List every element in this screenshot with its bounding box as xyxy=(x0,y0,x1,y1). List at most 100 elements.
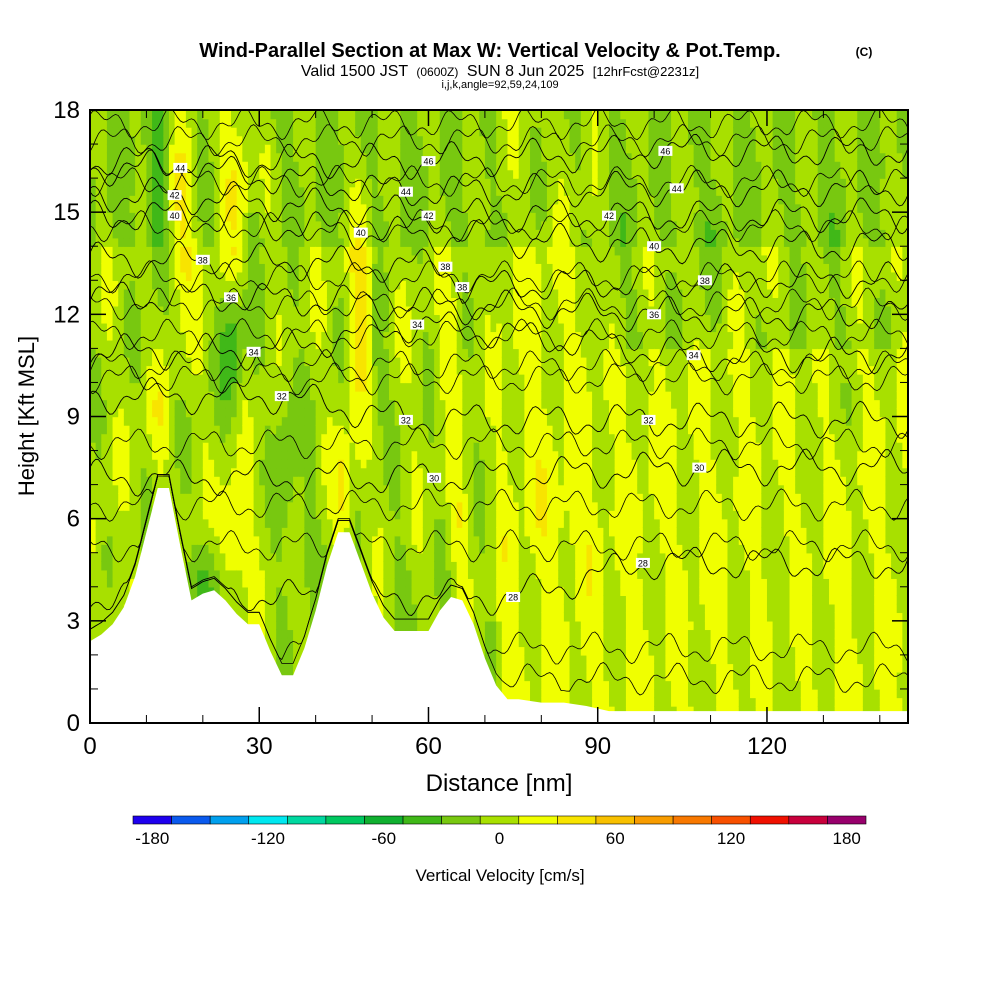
velocity-cell xyxy=(400,246,407,256)
velocity-cell xyxy=(366,348,373,358)
velocity-cell xyxy=(264,535,272,545)
velocity-cell xyxy=(270,254,277,264)
velocity-cell xyxy=(388,356,396,367)
velocity-cell xyxy=(270,135,277,145)
velocity-cell xyxy=(298,399,306,409)
velocity-cell xyxy=(112,484,119,494)
velocity-cell xyxy=(310,365,317,375)
velocity-cell xyxy=(388,595,396,605)
velocity-cell xyxy=(101,280,108,290)
velocity-cell xyxy=(202,561,210,571)
velocity-cell xyxy=(338,373,345,384)
velocity-cell xyxy=(343,331,351,341)
velocity-cell xyxy=(343,416,351,426)
velocity-cell xyxy=(417,510,424,520)
velocity-cell xyxy=(417,603,424,614)
velocity-cell xyxy=(439,365,447,375)
velocity-cell xyxy=(343,339,351,350)
velocity-cell xyxy=(129,476,136,486)
velocity-cell xyxy=(168,144,176,154)
velocity-cell xyxy=(219,237,227,247)
velocity-cell xyxy=(360,433,368,443)
velocity-cell xyxy=(123,382,131,392)
velocity-cell xyxy=(281,518,289,528)
velocity-cell xyxy=(123,322,131,333)
velocity-cell xyxy=(383,144,390,154)
velocity-cell xyxy=(383,220,390,230)
velocity-cell xyxy=(417,229,424,239)
velocity-cell xyxy=(208,390,215,401)
velocity-cell xyxy=(355,152,362,162)
velocity-cell xyxy=(247,569,255,579)
velocity-cell xyxy=(411,237,418,247)
velocity-cell xyxy=(214,263,221,273)
velocity-cell xyxy=(253,586,260,596)
velocity-cell xyxy=(191,322,198,333)
velocity-cell xyxy=(293,407,300,418)
velocity-cell xyxy=(355,365,362,375)
velocity-cell xyxy=(152,356,159,367)
velocity-cell xyxy=(208,459,215,469)
velocity-cell xyxy=(208,501,215,511)
velocity-cell xyxy=(451,535,458,545)
velocity-cell xyxy=(451,450,458,460)
velocity-cell xyxy=(106,399,114,409)
velocity-cell xyxy=(451,493,458,503)
velocity-cell xyxy=(112,152,119,162)
velocity-cell xyxy=(411,152,418,162)
velocity-cell xyxy=(202,246,210,256)
velocity-cell xyxy=(326,331,334,341)
velocity-cell xyxy=(439,510,447,520)
velocity-cell xyxy=(298,518,306,528)
velocity-cell xyxy=(118,467,125,477)
velocity-cell xyxy=(214,331,221,341)
velocity-cell xyxy=(140,501,148,511)
velocity-cell xyxy=(236,195,244,205)
velocity-cell xyxy=(214,416,221,426)
velocity-cell xyxy=(281,348,289,358)
velocity-cell xyxy=(191,425,198,435)
velocity-cell xyxy=(259,127,266,137)
velocity-cell xyxy=(467,561,475,571)
velocity-cell xyxy=(163,144,170,154)
velocity-cell xyxy=(191,314,198,324)
velocity-cell xyxy=(304,518,311,528)
velocity-cell xyxy=(338,186,345,196)
velocity-cell xyxy=(191,280,198,290)
velocity-cell xyxy=(315,390,322,401)
velocity-cell xyxy=(456,586,464,596)
velocity-cell xyxy=(231,561,238,571)
velocity-cell xyxy=(462,135,469,145)
velocity-cell xyxy=(281,161,289,171)
velocity-cell xyxy=(135,416,142,426)
velocity-cell xyxy=(163,399,170,409)
velocity-cell xyxy=(112,425,119,435)
velocity-cell xyxy=(90,484,97,494)
velocity-cell xyxy=(101,373,108,384)
velocity-cell xyxy=(118,339,125,350)
velocity-cell xyxy=(270,544,277,554)
velocity-cell xyxy=(180,467,187,477)
velocity-cell xyxy=(225,425,232,435)
velocity-cell xyxy=(315,382,322,392)
velocity-cell xyxy=(197,425,204,435)
velocity-cell xyxy=(95,535,102,545)
velocity-cell xyxy=(101,161,108,171)
velocity-cell xyxy=(242,229,249,239)
velocity-cell xyxy=(129,297,136,307)
velocity-cell xyxy=(422,263,430,273)
velocity-cell xyxy=(163,322,170,333)
velocity-cell xyxy=(264,152,272,162)
velocity-cell xyxy=(298,144,306,154)
velocity-cell xyxy=(445,390,452,401)
velocity-cell xyxy=(400,382,407,392)
velocity-cell xyxy=(366,178,373,188)
velocity-cell xyxy=(434,425,441,435)
velocity-cell xyxy=(135,331,142,341)
velocity-cell xyxy=(264,586,272,596)
velocity-cell xyxy=(214,407,221,418)
velocity-cell xyxy=(140,118,148,128)
velocity-cell xyxy=(304,390,311,401)
velocity-cell xyxy=(428,493,435,503)
velocity-cell xyxy=(439,433,447,443)
